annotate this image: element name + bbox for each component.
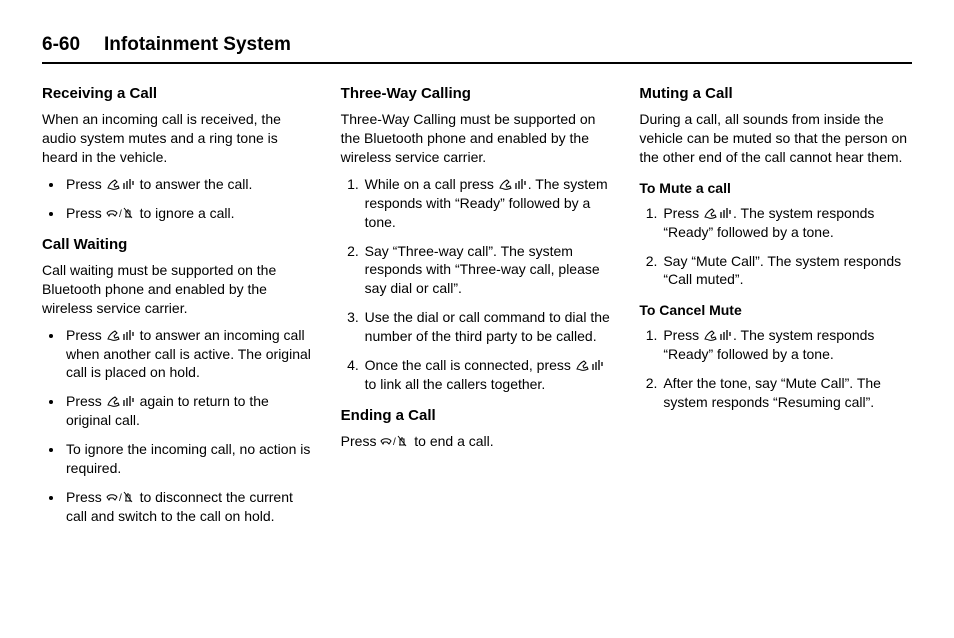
list-item: After the tone, say “Mute Call”. The sys… [661, 374, 912, 412]
paragraph: Three-Way Calling must be supported on t… [341, 110, 614, 167]
hangup-mute-icon: / [106, 206, 136, 220]
list-item: Press / to ignore a call. [64, 204, 315, 223]
subheading-to-mute: To Mute a call [639, 179, 912, 198]
phone-talk-icon [106, 177, 136, 191]
hangup-mute-icon: / [380, 434, 410, 448]
subheading-cancel-mute: To Cancel Mute [639, 301, 912, 320]
phone-talk-icon [106, 328, 136, 342]
heading-call-waiting: Call Waiting [42, 235, 315, 255]
heading-three-way: Three-Way Calling [341, 84, 614, 104]
list-item: Say “Three-way call”. The system respond… [363, 242, 614, 299]
page-number: 6-60 [42, 34, 80, 55]
heading-muting-call: Muting a Call [639, 84, 912, 104]
phone-talk-icon [703, 328, 733, 342]
list-item: Say “Mute Call”. The system responds “Ca… [661, 252, 912, 290]
paragraph: During a call, all sounds from inside th… [639, 110, 912, 167]
paragraph: Press / to end a call. [341, 432, 614, 451]
paragraph: When an incoming call is received, the a… [42, 110, 315, 167]
column-2: Three-Way Calling Three-Way Calling must… [341, 84, 614, 536]
paragraph: Call waiting must be supported on the Bl… [42, 261, 315, 318]
list-item: Once the call is connected, press to lin… [363, 356, 614, 394]
column-3: Muting a Call During a call, all sounds … [639, 84, 912, 536]
phone-talk-icon [703, 206, 733, 220]
svg-text:/: / [119, 493, 122, 504]
list-item: Press again to return to the original ca… [64, 392, 315, 430]
list-item: To ignore the incoming call, no action i… [64, 440, 315, 478]
svg-text:/: / [393, 437, 396, 448]
phone-talk-icon [575, 358, 605, 372]
phone-talk-icon [498, 177, 528, 191]
list-item: Press . The system responds “Ready” foll… [661, 326, 912, 364]
list-item: Use the dial or call command to dial the… [363, 308, 614, 346]
heading-receiving-call: Receiving a Call [42, 84, 315, 104]
list-item: Press . The system responds “Ready” foll… [661, 204, 912, 242]
phone-talk-icon [106, 394, 136, 408]
content-columns: Receiving a Call When an incoming call i… [42, 84, 912, 536]
column-1: Receiving a Call When an incoming call i… [42, 84, 315, 536]
heading-ending-call: Ending a Call [341, 406, 614, 426]
list-item: Press / to disconnect the current call a… [64, 488, 315, 526]
list-item: Press to answer the call. [64, 175, 315, 194]
svg-text:/: / [119, 209, 122, 220]
page-header: 6-60 Infotainment System [42, 34, 912, 64]
list-item: Press to answer an incoming call when an… [64, 326, 315, 383]
list-item: While on a call press . The system respo… [363, 175, 614, 232]
chapter-title: Infotainment System [104, 34, 291, 55]
hangup-mute-icon: / [106, 490, 136, 504]
